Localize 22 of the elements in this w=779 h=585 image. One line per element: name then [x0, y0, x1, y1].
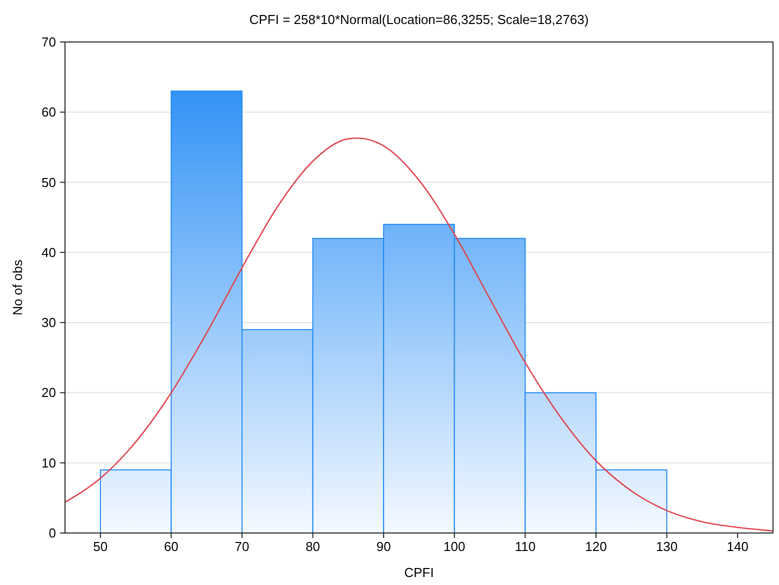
x-tick-label: 90 — [376, 539, 391, 554]
x-tick-label: 50 — [93, 539, 108, 554]
x-tick-label: 120 — [585, 539, 607, 554]
y-axis-title: No of obs — [10, 259, 25, 316]
line-series — [65, 137, 773, 532]
x-tick-label: 140 — [726, 539, 748, 554]
chart-title: CPFI = 258*10*Normal(Location=86,3255; Scale=18,2763) — [249, 12, 589, 27]
y-tick-label: 70 — [42, 34, 56, 50]
y-tick-label: 40 — [42, 244, 56, 260]
y-tick-label: 20 — [42, 385, 56, 400]
x-tick-label: 130 — [656, 539, 678, 554]
x-tick-label: 100 — [444, 539, 466, 554]
y-tick-label: 30 — [42, 315, 56, 330]
y-tick-label: 60 — [42, 104, 56, 120]
y-tick-label: 50 — [42, 174, 56, 190]
x-tick-label: 60 — [164, 539, 178, 554]
x-tick-label: 80 — [306, 539, 320, 554]
x-tick-label: 110 — [514, 539, 536, 554]
y-tick-label: 0 — [48, 526, 56, 540]
x-tick-label: 70 — [234, 539, 250, 554]
y-tick-label: 10 — [42, 455, 56, 470]
x-axis-title: CPFI — [404, 565, 434, 580]
